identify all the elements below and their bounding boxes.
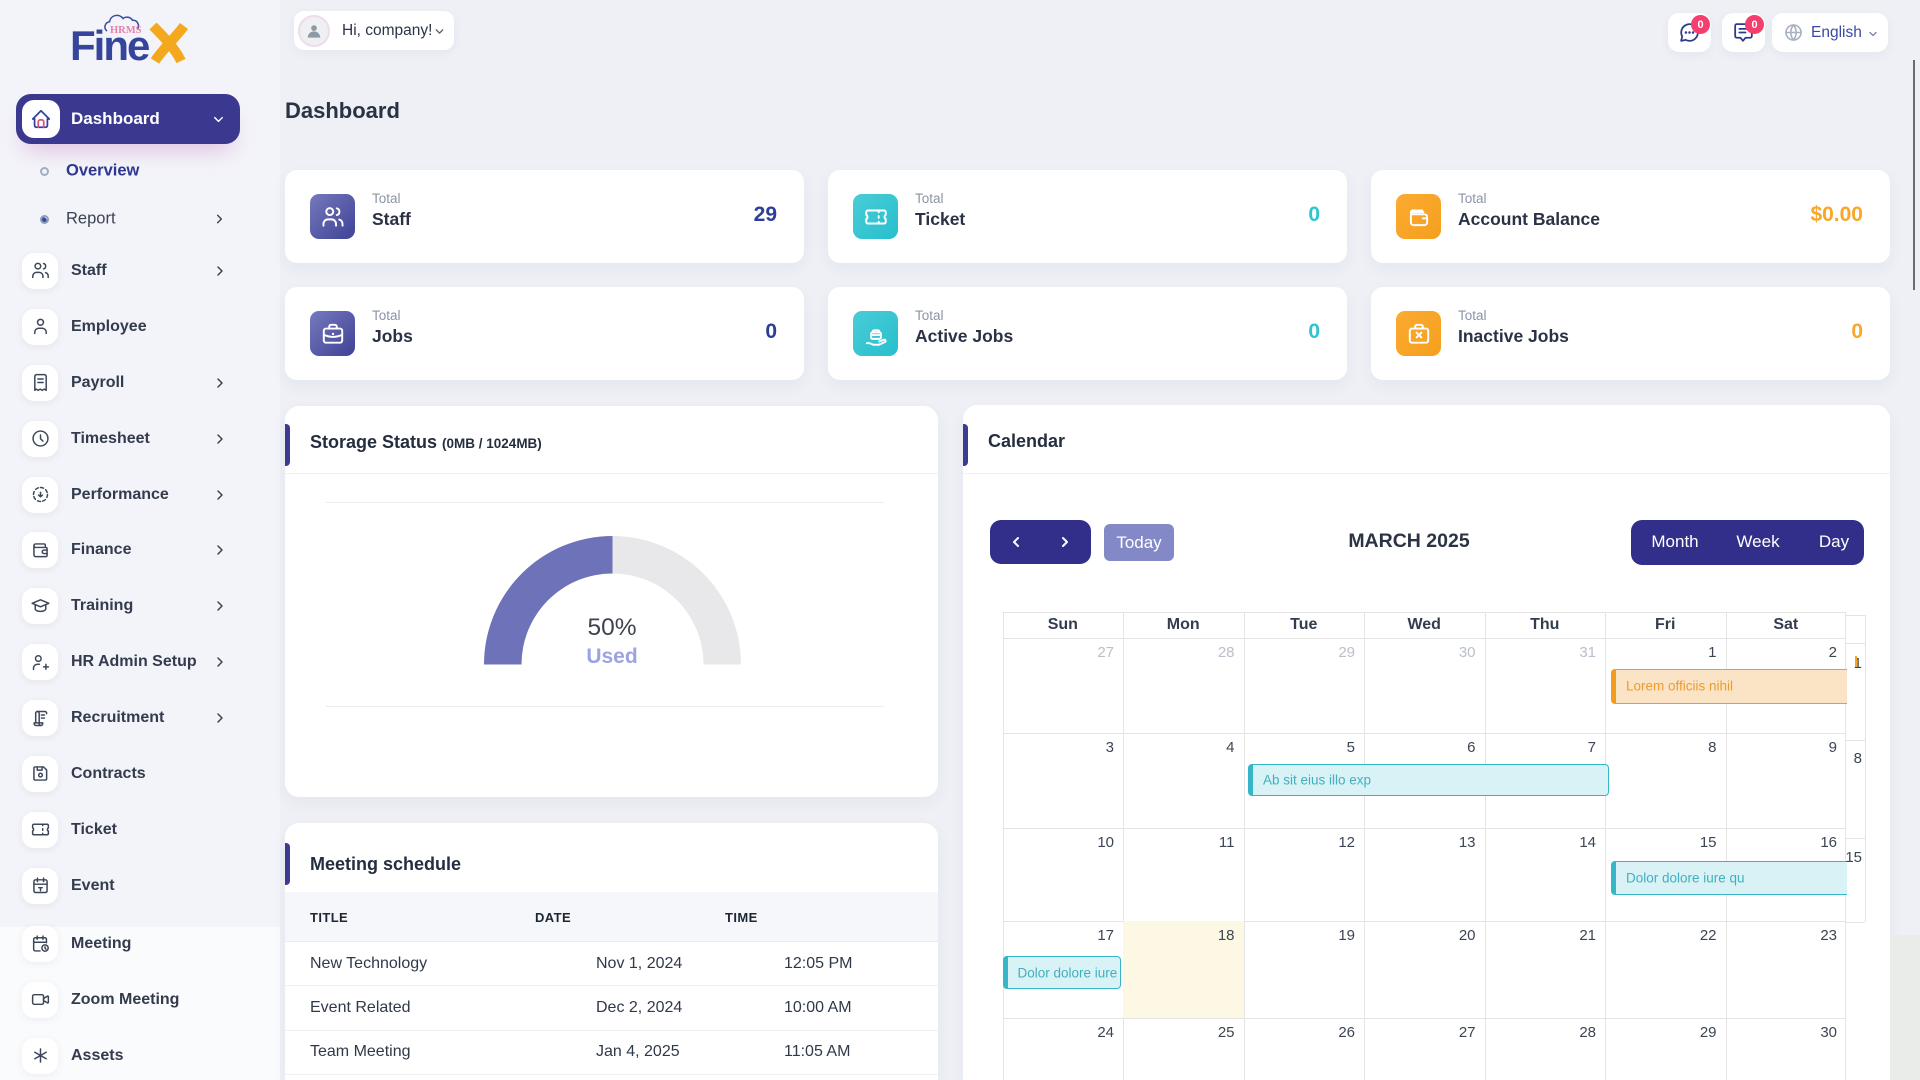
svg-text:Fine: Fine (72, 22, 149, 64)
svg-text:HRMS: HRMS (110, 25, 142, 36)
